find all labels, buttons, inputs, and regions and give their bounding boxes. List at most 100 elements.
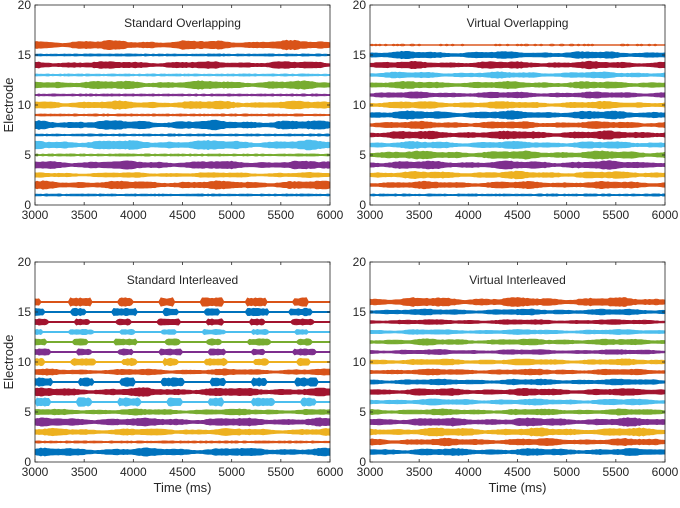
- trace-electrode-6: [34, 397, 331, 407]
- y-tick-label: 20: [353, 0, 367, 12]
- y-axis-label: Electrode: [1, 78, 16, 133]
- x-tick-label: 4500: [169, 208, 196, 222]
- y-tick-label: 0: [24, 198, 31, 212]
- x-tick-label: 3000: [357, 465, 384, 479]
- trace-electrode-9: [34, 113, 331, 117]
- trace-electrode-1: [34, 447, 331, 457]
- trace-electrode-2: [369, 437, 666, 447]
- x-tick-label: 4000: [120, 465, 147, 479]
- x-tick-label: 5000: [218, 208, 245, 222]
- y-tick-label: 15: [353, 48, 367, 62]
- y-tick-label: 5: [24, 405, 31, 419]
- x-tick-label: 6000: [317, 208, 344, 222]
- x-axis-label: Time (ms): [153, 480, 211, 495]
- trace-electrode-4: [369, 417, 666, 427]
- trace-electrode-13: [34, 328, 331, 336]
- x-tick-label: 4500: [504, 208, 531, 222]
- trace-electrode-12: [369, 338, 666, 346]
- y-tick-label: 20: [18, 255, 32, 269]
- trace-electrode-14: [34, 318, 331, 326]
- trace-electrode-11: [369, 349, 666, 355]
- trace-electrode-8: [369, 120, 666, 130]
- y-tick-label: 15: [353, 305, 367, 319]
- y-tick-label: 5: [359, 405, 366, 419]
- trace-electrode-12: [369, 80, 666, 90]
- panel-standard-interleaved: 3000 3500 4000 4500 5000 5500 6000 0 5 10 15 20 Stan…: [1, 255, 344, 495]
- trace-electrode-16: [34, 297, 331, 307]
- trace-electrode-10: [369, 358, 666, 366]
- panel-virtual-interleaved: 3000 3500 4000 4500 5000 5500 6000 0 5 10 15 20 Virt…: [353, 255, 679, 495]
- x-tick-label: 5500: [267, 208, 294, 222]
- panel-title: Virtual Interleaved: [469, 273, 566, 287]
- trace-electrode-1: [34, 193, 331, 197]
- y-tick-label: 0: [359, 455, 366, 469]
- panel-title: Virtual Overlapping: [467, 16, 569, 30]
- x-tick-label: 5000: [218, 465, 245, 479]
- x-tick-label: 4000: [455, 465, 482, 479]
- trace-electrode-2: [34, 440, 331, 444]
- x-tick-label: 4500: [169, 465, 196, 479]
- y-tick-label: 5: [359, 148, 366, 162]
- x-tick-label: 5000: [553, 465, 580, 479]
- trace-electrode-15: [34, 307, 331, 317]
- trace-electrode-2: [369, 180, 666, 190]
- trace-electrode-11: [34, 348, 331, 356]
- x-tick-label: 4500: [504, 465, 531, 479]
- trace-electrode-8: [369, 378, 666, 386]
- trace-electrode-16: [34, 39, 331, 51]
- trace-electrode-13: [369, 71, 666, 79]
- trace-electrode-7: [34, 387, 331, 397]
- y-tick-label: 5: [24, 148, 31, 162]
- trace-electrode-7: [369, 130, 666, 140]
- x-axis-label: Time (ms): [488, 480, 546, 495]
- trace-electrode-8: [34, 377, 331, 387]
- trace-electrode-3: [34, 427, 331, 437]
- x-tick-label: 5000: [553, 208, 580, 222]
- x-tick-label: 5500: [602, 208, 629, 222]
- trace-electrode-8: [34, 119, 331, 131]
- trace-electrode-7: [34, 133, 331, 137]
- trace-electrode-14: [369, 319, 666, 325]
- trace-electrode-6: [34, 139, 331, 151]
- trace-electrode-6: [369, 140, 666, 150]
- y-axis-label: Electrode: [1, 335, 16, 390]
- panel-title: Standard Interleaved: [127, 273, 238, 287]
- x-tick-label: 3000: [357, 208, 384, 222]
- x-tick-label: 3500: [71, 208, 98, 222]
- trace-electrode-12: [34, 80, 331, 90]
- y-tick-label: 0: [359, 198, 366, 212]
- trace-electrode-16: [369, 43, 666, 47]
- trace-electrode-14: [369, 60, 666, 70]
- trace-electrode-5: [34, 408, 331, 416]
- panel-virtual-overlapping: 3000 3500 4000 4500 5000 5500 6000 0 5 10 15 20 Virt…: [353, 0, 679, 222]
- y-tick-label: 0: [24, 455, 31, 469]
- y-tick-label: 10: [18, 98, 32, 112]
- x-tick-label: 3500: [71, 465, 98, 479]
- trace-electrode-15: [34, 53, 331, 57]
- x-tick-label: 4000: [455, 208, 482, 222]
- trace-electrode-10: [34, 100, 331, 110]
- trace-electrode-10: [369, 100, 666, 110]
- y-tick-label: 15: [18, 48, 32, 62]
- panel-standard-overlapping: 3000 3500 4000 4500 5000 5500 6000 0 5 10 15 20 Stan…: [1, 0, 344, 222]
- x-tick-label: 6000: [652, 465, 679, 479]
- x-tick-label: 5500: [267, 465, 294, 479]
- y-tick-label: 15: [18, 305, 32, 319]
- trace-electrode-13: [34, 73, 331, 77]
- trace-electrode-4: [34, 417, 331, 427]
- trace-electrode-3: [369, 170, 666, 180]
- trace-electrode-9: [34, 368, 331, 376]
- trace-electrode-4: [34, 160, 331, 170]
- trace-electrode-5: [369, 150, 666, 160]
- y-tick-label: 10: [18, 355, 32, 369]
- y-tick-label: 10: [353, 355, 367, 369]
- x-tick-label: 3500: [406, 208, 433, 222]
- trace-electrode-5: [34, 153, 331, 157]
- x-tick-label: 3000: [22, 465, 49, 479]
- trace-electrode-10: [34, 357, 331, 367]
- trace-electrode-15: [369, 308, 666, 316]
- trace-electrode-1: [369, 448, 666, 456]
- x-tick-label: 5500: [602, 465, 629, 479]
- y-tick-label: 10: [353, 98, 367, 112]
